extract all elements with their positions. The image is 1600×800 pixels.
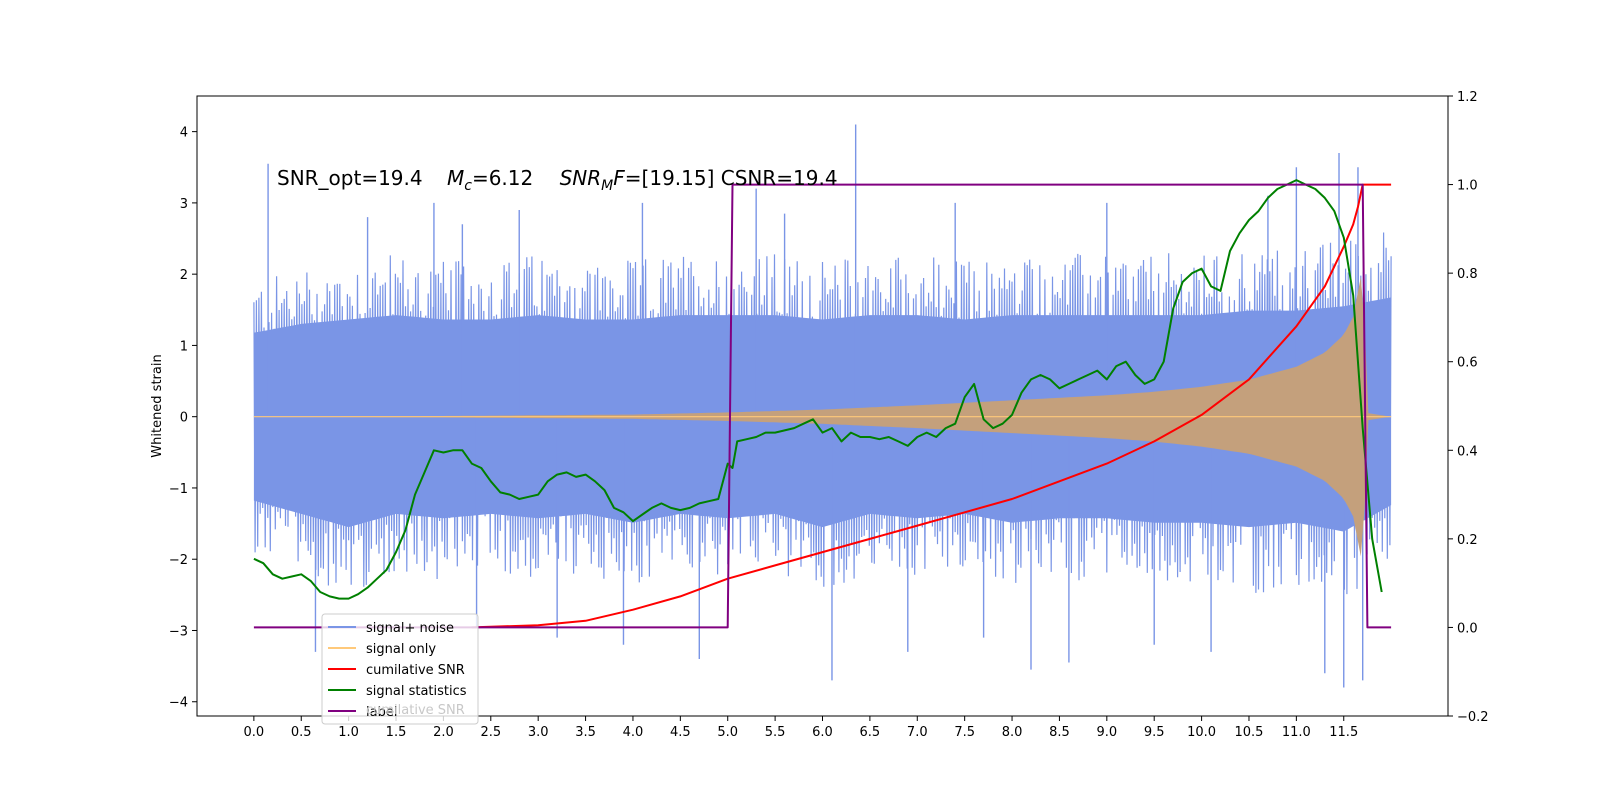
y-tick-label: 3 xyxy=(180,197,188,212)
y-tick-label: 4 xyxy=(180,126,188,141)
y2-tick-label: 1.0 xyxy=(1457,179,1478,194)
x-tick-label: 2.0 xyxy=(433,725,454,740)
x-tick-label: 8.0 xyxy=(1002,725,1023,740)
y-tick-label: −1 xyxy=(169,482,188,497)
x-tick-label: 9.5 xyxy=(1144,725,1165,740)
x-tick-label: 6.5 xyxy=(860,725,881,740)
x-tick-label: 10.0 xyxy=(1187,725,1216,740)
label-line xyxy=(253,183,1392,629)
x-tick-label: 2.5 xyxy=(480,725,501,740)
x-tick-label: 4.0 xyxy=(623,725,644,740)
y2-tick-label: 0.2 xyxy=(1457,533,1478,548)
annotation-snr-symbol: SNR xyxy=(560,166,602,190)
x-tick-label: 3.5 xyxy=(575,725,596,740)
x-tick-label: 5.0 xyxy=(717,725,738,740)
y2-tick-label: 0.8 xyxy=(1457,267,1478,282)
y-tick-label: −2 xyxy=(169,553,188,568)
x-tick-label: 1.0 xyxy=(338,725,359,740)
y2-tick-label: 0.0 xyxy=(1457,621,1478,636)
y-tick-label: 1 xyxy=(180,339,188,354)
annotation-mc-value: =6.12 xyxy=(472,166,533,190)
signal-statistics-line xyxy=(253,179,1383,600)
x-tick-label: 0.5 xyxy=(291,725,312,740)
x-tick-label: 6.0 xyxy=(812,725,833,740)
x-tick-label: 8.5 xyxy=(1049,725,1070,740)
legend-label: signal+ noise xyxy=(366,621,454,636)
y-tick-label: −4 xyxy=(169,696,188,711)
annotation-mc-symbol: M xyxy=(447,166,464,190)
legend-label: signal only xyxy=(366,642,436,657)
noise-trace xyxy=(253,232,1392,595)
y2-tick-label: 1.2 xyxy=(1457,90,1478,105)
y-tick-label: −3 xyxy=(169,624,188,639)
x-tick-label: 3.0 xyxy=(528,725,549,740)
annotation-snr-sub: M xyxy=(601,178,613,194)
y-axis-label: Whitened strain xyxy=(150,354,165,457)
y2-tick-label: 0.4 xyxy=(1457,444,1478,459)
legend-label: cumilative SNR xyxy=(366,663,465,678)
series-label xyxy=(253,183,1392,629)
x-tick-label: 5.5 xyxy=(765,725,786,740)
x-tick-label: 11.0 xyxy=(1282,725,1311,740)
annotation-snr-opt: SNR_opt=19.4 xyxy=(277,166,423,190)
x-axis-ticks: 0.0 0.5 1.0 1.5 2.0 2.5 3.0 3.5 4.0 4.5 5.0 5.5 6.0 6… xyxy=(244,716,1358,740)
x-tick-label: 7.5 xyxy=(954,725,975,740)
legend: signal+ noise signal only cumilative SNR si… xyxy=(321,613,479,725)
snr-annotation: SNR_opt=19.4 Mc=6.12 SNRMF=[19.15] CSNR=… xyxy=(277,166,838,194)
legend-hidden-text: cumilative SNR xyxy=(366,703,465,718)
x-tick-label: 7.0 xyxy=(907,725,928,740)
annotation-mc-sub: c xyxy=(464,178,472,194)
x-tick-label: 11.5 xyxy=(1329,725,1358,740)
y2-tick-label: 0.6 xyxy=(1457,356,1478,371)
y-axis-ticks: −4 −3 −2 −1 0 1 2 3 4 xyxy=(169,126,197,711)
x-tick-label: 9.0 xyxy=(1096,725,1117,740)
x-tick-label: 0.0 xyxy=(244,725,265,740)
x-tick-label: 4.5 xyxy=(670,725,691,740)
annotation-snr-tail: F xyxy=(613,166,625,190)
series-signal-statistics xyxy=(253,179,1383,600)
legend-label: label xyxy=(366,705,397,720)
legend-label: signal statistics xyxy=(366,684,467,699)
legend-box xyxy=(321,613,479,725)
y-tick-label: 0 xyxy=(180,411,188,426)
series-signal-only xyxy=(253,277,1392,557)
annotation-snr-value: =[19.15] CSNR=19.4 xyxy=(625,166,838,190)
y2-tick-label: −0.2 xyxy=(1457,710,1489,725)
x-tick-label: 10.5 xyxy=(1235,725,1264,740)
y2-axis-ticks: −0.2 0.0 0.2 0.4 0.6 0.8 1.0 1.2 xyxy=(1448,90,1489,725)
y-tick-label: 2 xyxy=(180,268,188,283)
x-tick-label: 1.5 xyxy=(386,725,407,740)
